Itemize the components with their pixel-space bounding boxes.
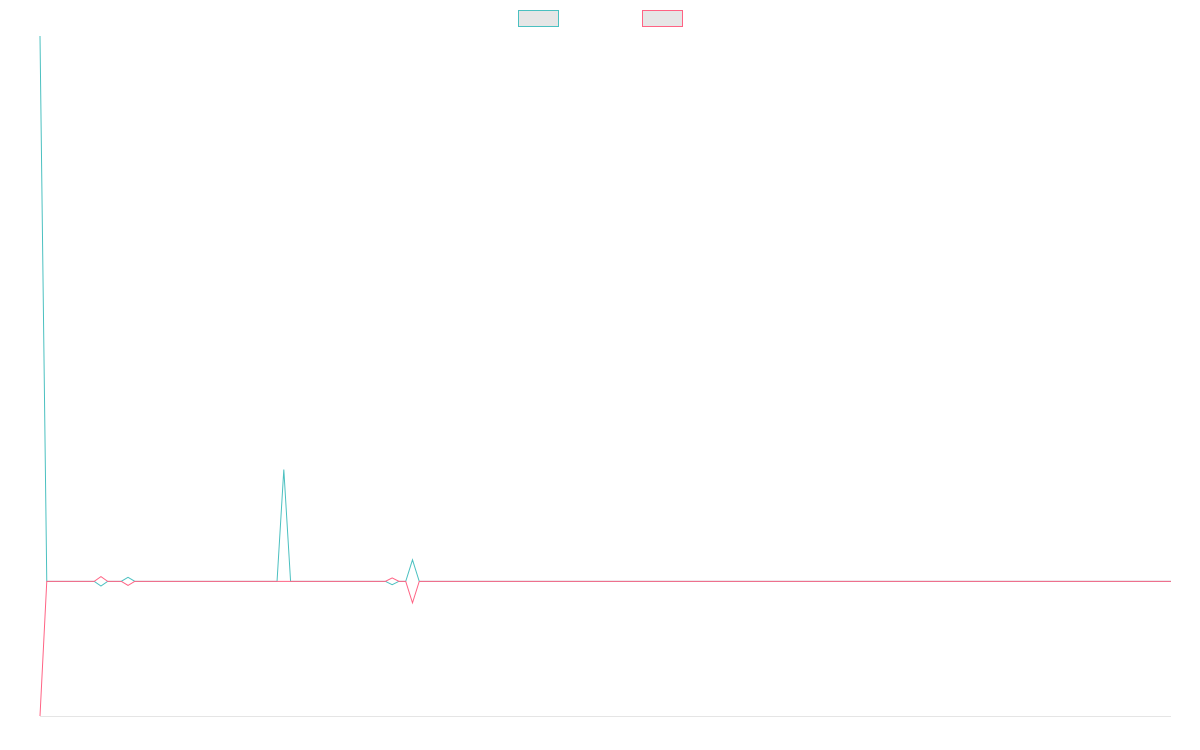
series-line-2 xyxy=(39,576,1171,717)
legend xyxy=(518,10,683,27)
legend-swatch-series-2[interactable] xyxy=(642,10,683,27)
series-layer xyxy=(39,35,1171,717)
series-line-1 xyxy=(39,35,1171,587)
legend-swatch-series-1[interactable] xyxy=(518,10,559,27)
